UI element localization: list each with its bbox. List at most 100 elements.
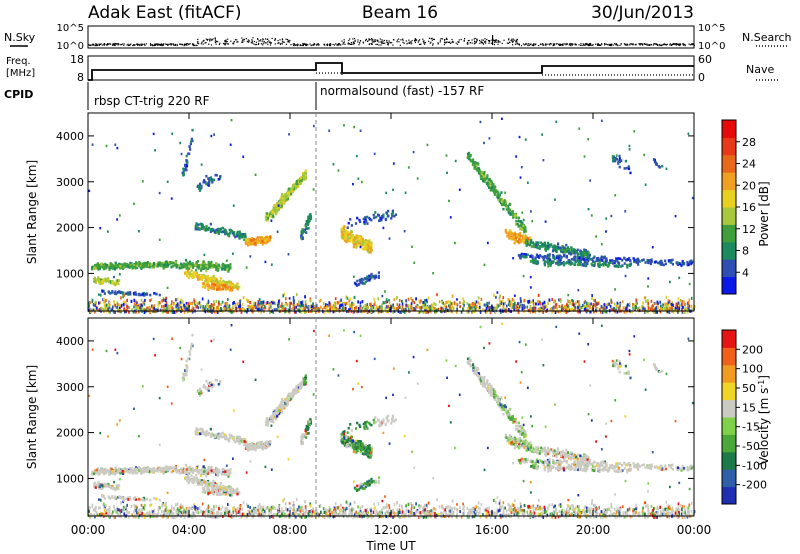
noise-point	[98, 43, 100, 45]
power-cell	[289, 189, 292, 193]
power-cell	[584, 253, 587, 257]
power-cell	[200, 227, 203, 230]
power-cell	[246, 239, 249, 243]
power-cell	[385, 191, 388, 195]
noise-point	[683, 43, 685, 45]
power-cell	[124, 300, 127, 304]
noise-point	[209, 40, 211, 42]
power-cell	[362, 247, 366, 251]
noise-point	[287, 41, 289, 43]
noise-point	[336, 44, 338, 46]
power-cell	[360, 279, 363, 283]
noise-point	[596, 43, 599, 45]
noise-point	[269, 44, 272, 46]
power-cell	[496, 196, 500, 200]
power-cell	[143, 302, 146, 306]
noise-point	[245, 37, 247, 40]
noise-point	[449, 41, 451, 43]
power-cell	[109, 292, 112, 295]
beam-title: Beam 16	[362, 3, 438, 23]
power-cell	[413, 261, 416, 264]
noise-point	[482, 43, 485, 45]
noise-point	[639, 43, 642, 45]
power-cell	[209, 176, 213, 179]
noise-point	[234, 39, 237, 41]
power-cell	[581, 263, 584, 266]
power-cell	[219, 276, 223, 280]
noise-point	[516, 42, 518, 44]
power-cell	[189, 142, 192, 146]
noise-point	[625, 44, 627, 46]
power-cell	[207, 226, 211, 230]
power-cell	[506, 204, 510, 208]
power-cell	[263, 304, 266, 308]
power-cell	[390, 306, 393, 310]
power-cell	[669, 261, 672, 264]
nave-tick-high: 60	[698, 53, 712, 66]
power-cell	[672, 303, 674, 307]
power-cell	[141, 265, 144, 269]
power-cell	[555, 120, 558, 124]
noise-point	[581, 44, 583, 47]
power-cell	[144, 308, 146, 312]
power-cell	[111, 264, 114, 268]
noise-point	[597, 44, 600, 46]
power-cell	[249, 243, 252, 246]
power-cell	[265, 236, 268, 240]
power-cell	[186, 269, 190, 273]
noise-point	[558, 43, 560, 45]
power-cell	[235, 233, 239, 236]
noise-point	[406, 43, 408, 45]
power-cell	[498, 200, 501, 203]
power-cell	[256, 237, 260, 241]
power-cell	[593, 264, 596, 268]
power-cell	[454, 159, 457, 163]
noise-point	[155, 43, 157, 45]
power-cell	[194, 273, 198, 276]
power-cell	[423, 310, 426, 314]
noise-point	[253, 40, 256, 43]
power-cell	[520, 165, 523, 169]
noise-point	[443, 40, 446, 42]
noise-point	[126, 44, 128, 46]
noise-point	[159, 43, 161, 46]
noise-point	[210, 39, 213, 41]
power-cell	[210, 228, 213, 231]
power-cell	[151, 262, 154, 266]
cpid-mode-2: normalsound (fast) -157 RF	[320, 84, 484, 98]
power-cell	[287, 192, 290, 195]
power-cell	[290, 301, 292, 305]
power-cell	[564, 250, 567, 254]
power-cell	[523, 230, 526, 234]
power-cell	[264, 260, 267, 264]
power-cell	[116, 218, 119, 221]
noise-point	[247, 39, 249, 41]
power-cell	[550, 243, 553, 246]
power-cell	[650, 299, 653, 303]
power-cell	[217, 268, 220, 272]
power-cell	[432, 271, 435, 275]
noise-point	[353, 43, 355, 45]
freq-tick-high: 18	[70, 53, 84, 66]
power-cell	[295, 184, 298, 188]
noise-point	[638, 43, 640, 45]
power-cell	[348, 237, 351, 240]
power-cell	[266, 213, 269, 217]
noise-point	[296, 44, 299, 47]
power-cell	[570, 247, 573, 251]
noise-point	[222, 42, 225, 45]
power-cell	[342, 227, 346, 231]
noise-point	[533, 43, 535, 45]
noise-point	[133, 44, 135, 46]
noise-point	[179, 43, 181, 45]
noise-point	[351, 43, 353, 46]
power-cell	[203, 265, 206, 268]
power-cell	[213, 230, 216, 234]
power-cell	[587, 208, 590, 211]
noise-point	[682, 44, 685, 46]
power-cell	[253, 240, 256, 244]
noise-point	[211, 39, 213, 41]
power-cell	[191, 128, 194, 132]
power-cell	[105, 266, 108, 270]
power-cell	[178, 266, 181, 270]
